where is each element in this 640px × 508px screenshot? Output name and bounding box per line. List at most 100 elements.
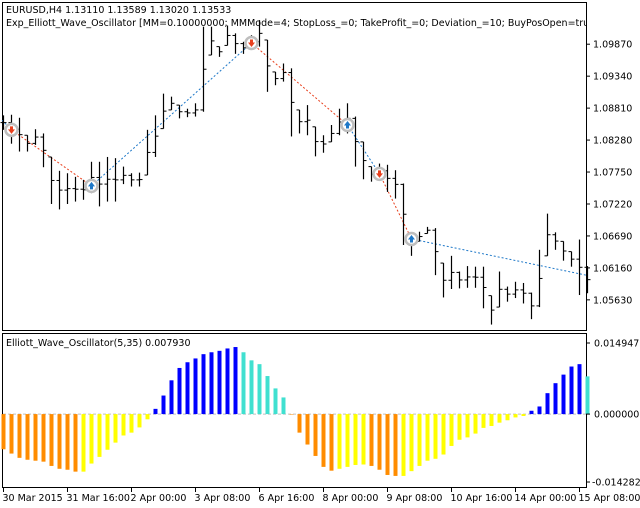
arrow-down-icon [248, 39, 255, 47]
histogram-bar [449, 414, 454, 446]
price-bar [184, 108, 191, 118]
histogram-bar [241, 352, 246, 415]
price-axis-label: 1.08810 [593, 104, 632, 115]
histogram-bar [257, 364, 262, 415]
time-axis-label: 9 Apr 08:00 [387, 493, 443, 504]
histogram-bar [353, 414, 358, 465]
price-bar [456, 271, 463, 289]
histogram-bar [217, 350, 222, 415]
histogram-bar [313, 414, 318, 456]
time-axis-label: 31 Mar 16:00 [67, 493, 130, 504]
histogram-bar [1, 414, 6, 450]
price-bar [152, 115, 159, 157]
histogram-bar [489, 414, 494, 426]
time-axis-label: 30 Mar 2015 [3, 493, 63, 504]
histogram-bar [529, 410, 534, 415]
price-bar [48, 156, 55, 204]
price-bar [120, 166, 127, 185]
histogram-bar [417, 414, 422, 466]
sell-signal-icon [244, 35, 259, 51]
price-bar [448, 255, 455, 289]
histogram-bar [441, 414, 446, 455]
histogram-bar [409, 414, 414, 472]
buy-signal-icon [84, 178, 99, 194]
price-bar [168, 96, 175, 111]
price-bar [544, 213, 551, 257]
histogram-bar [337, 414, 342, 469]
sell-signal-icon [372, 166, 387, 182]
histogram-bar [33, 414, 38, 461]
price-bar [568, 251, 575, 267]
histogram-bar [153, 408, 158, 415]
arrow-down-icon [376, 170, 383, 178]
expert-info: Exp_Elliott_Wave_Oscillator [MM=0.100000… [6, 18, 640, 29]
time-axis-label: 3 Apr 08:00 [195, 493, 251, 504]
time-axis-label: 15 Apr 08:00 [579, 493, 640, 504]
buy-signal-icon [340, 117, 355, 133]
time-axis-label: 6 Apr 16:00 [259, 493, 315, 504]
price-bar [576, 239, 583, 296]
price-bar [160, 93, 167, 130]
price-bar [464, 266, 471, 288]
price-bar [288, 68, 295, 137]
price-axis-label: 1.08280 [593, 136, 632, 147]
price-bar [360, 141, 367, 180]
histogram-bar [121, 414, 126, 436]
histogram-bar [569, 366, 574, 415]
price-bar [528, 292, 535, 320]
price-axis-label: 1.06690 [593, 231, 632, 242]
histogram-bar [537, 406, 542, 415]
histogram-bar [305, 414, 310, 445]
histogram-bar [169, 380, 174, 415]
price-bar [56, 170, 63, 210]
histogram-bar [65, 414, 70, 470]
histogram-bar [265, 376, 270, 415]
price-bar [488, 295, 495, 325]
histogram-bar [577, 364, 582, 415]
time-axis-label: 8 Apr 00:00 [323, 493, 379, 504]
signal-line [411, 238, 587, 276]
histogram-bar [25, 414, 30, 460]
histogram-bar [193, 358, 198, 415]
histogram-bar [97, 414, 102, 457]
histogram-bar [289, 414, 294, 415]
histogram-bar [545, 393, 550, 415]
price-bar [240, 41, 247, 54]
price-bar [136, 172, 143, 187]
price-bar [112, 158, 119, 202]
histogram-bar [145, 414, 150, 420]
price-bar [296, 109, 303, 134]
price-bar [392, 170, 399, 199]
price-bar [232, 33, 239, 54]
histogram-bar [457, 414, 462, 440]
histogram-bar [281, 397, 286, 415]
price-bar [320, 135, 327, 153]
histogram-bar [113, 414, 118, 443]
price-bar [280, 63, 287, 82]
histogram-bar [9, 414, 14, 454]
price-bar [560, 240, 567, 261]
price-bar [584, 266, 591, 294]
histogram-bar [433, 414, 438, 459]
price-bar [304, 105, 311, 136]
price-bar [432, 228, 439, 276]
histogram-bar [225, 348, 230, 415]
price-bar [208, 26, 215, 56]
price-axis-label: 1.07750 [593, 168, 632, 179]
price-bar [176, 104, 183, 119]
histogram-bar [505, 414, 510, 421]
right-mask [587, 0, 640, 30]
price-bar [104, 156, 111, 202]
oscillator-frame [2, 333, 587, 488]
histogram-bar [561, 374, 566, 415]
price-bar [552, 232, 559, 250]
price-bar [96, 161, 103, 207]
oscillator-axis-label: -0.014282 [592, 478, 640, 489]
price-axis-label: 1.09870 [593, 40, 632, 51]
arrow-up-icon [344, 121, 351, 129]
histogram-bar [161, 395, 166, 415]
histogram-bar [41, 414, 46, 462]
histogram-bar [425, 414, 430, 461]
price-bar [272, 71, 279, 86]
